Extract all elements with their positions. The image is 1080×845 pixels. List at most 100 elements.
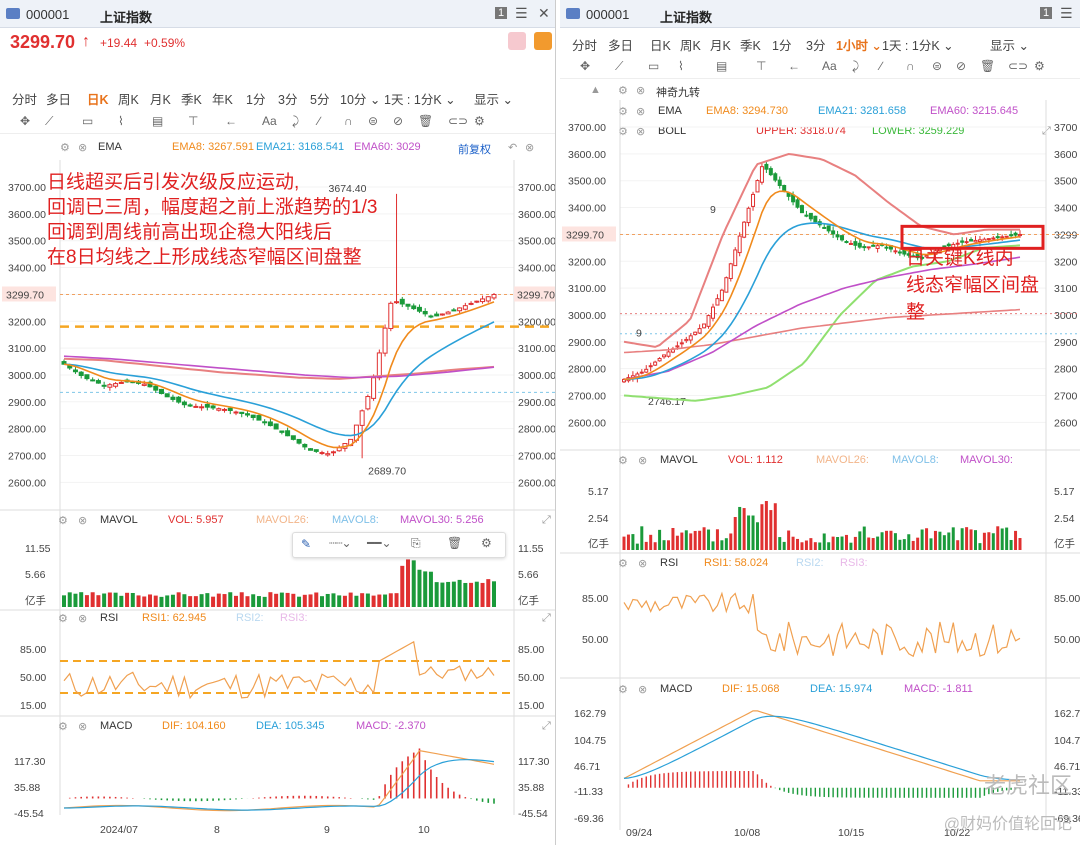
- period-tab[interactable]: 3分: [278, 93, 298, 107]
- period-tab[interactable]: 5分: [310, 93, 330, 107]
- fib-tool-icon[interactable]: ⊤: [188, 114, 199, 128]
- settings-icon[interactable]: ⚙: [618, 85, 628, 97]
- period-tab[interactable]: 日K: [650, 39, 671, 53]
- layout-badge[interactable]: 1: [1040, 7, 1053, 19]
- favorite-heart-icon[interactable]: [508, 32, 526, 50]
- period-tab[interactable]: 月K: [150, 93, 171, 107]
- pen-tool-icon[interactable]: ∕: [318, 114, 321, 128]
- period-tab[interactable]: 季K: [181, 93, 202, 107]
- rect-tool-icon[interactable]: ▭: [82, 114, 94, 128]
- period-tab[interactable]: 日K: [87, 93, 109, 107]
- close-indicator-icon[interactable]: ⊗: [636, 85, 646, 97]
- alert-bell-icon[interactable]: [534, 32, 552, 50]
- settings-icon[interactable]: ⚙: [618, 126, 628, 138]
- close-indicator-icon[interactable]: ⊗: [78, 721, 88, 733]
- settings-icon[interactable]: ⚙: [618, 558, 628, 570]
- arrow-tool-icon[interactable]: ←: [788, 59, 800, 73]
- expand-icon[interactable]: ⤢: [542, 514, 551, 526]
- text-tool-icon[interactable]: Aa: [822, 59, 837, 73]
- period-tab[interactable]: 显示 ⌄: [474, 93, 513, 107]
- wave-tool-icon[interactable]: ⌇: [678, 59, 684, 73]
- line-tool-icon[interactable]: ⟋: [615, 59, 624, 73]
- crosshair-icon[interactable]: ✥: [20, 114, 31, 128]
- line-style-icon[interactable]: ┈┈⌄: [329, 536, 351, 550]
- link-icon[interactable]: ⊂⊃: [1008, 59, 1029, 73]
- hide-icon[interactable]: ⊘: [393, 114, 404, 128]
- menu-icon[interactable]: ☰: [515, 5, 528, 21]
- undo-icon[interactable]: ↶: [508, 142, 518, 154]
- period-tab[interactable]: 年K: [212, 93, 233, 107]
- hide-icon[interactable]: ⊘: [956, 59, 967, 73]
- close-icon[interactable]: ✕: [538, 5, 550, 21]
- close-indicator-icon[interactable]: ⊗: [78, 515, 88, 527]
- period-tab[interactable]: 1天 : 1分K ⌄: [882, 39, 954, 53]
- collapse-icon[interactable]: ▲: [590, 84, 601, 96]
- settings-icon[interactable]: ⚙: [1034, 59, 1045, 73]
- period-tab[interactable]: 1小时 ⌄: [836, 39, 882, 53]
- trash-icon[interactable]: 🗑: [980, 59, 996, 73]
- symbol-code[interactable]: 000001: [26, 7, 70, 22]
- close-indicator-icon[interactable]: ⊗: [638, 684, 648, 696]
- line-width-icon[interactable]: ━━⌄: [367, 536, 392, 550]
- lock-icon[interactable]: ⎘: [411, 536, 421, 550]
- hourly-chart-svg[interactable]: 3700.00 3700 3600.00 3600 3500.00 3500 3400.00…: [560, 0, 1080, 845]
- crosshair-icon[interactable]: ✥: [580, 59, 591, 73]
- settings-icon[interactable]: ⚙: [58, 613, 68, 625]
- close-indicator-icon[interactable]: ⊗: [78, 613, 88, 625]
- settings-icon[interactable]: ⚙: [618, 684, 628, 696]
- rect-tool-icon[interactable]: ▭: [648, 59, 660, 73]
- settings-icon[interactable]: ⚙: [58, 721, 68, 733]
- arrow-tool-icon[interactable]: ←: [225, 114, 237, 128]
- line-tool-icon[interactable]: ⟋: [45, 114, 54, 128]
- settings-icon[interactable]: ⚙: [481, 536, 492, 550]
- settings-icon[interactable]: ⚙: [60, 142, 70, 154]
- eye-icon[interactable]: ⊜: [368, 114, 379, 128]
- pen-tool-icon[interactable]: ∕: [880, 59, 883, 73]
- settings-icon[interactable]: ⚙: [618, 106, 628, 118]
- period-tab[interactable]: 分时: [12, 93, 38, 107]
- trash-icon[interactable]: 🗑: [418, 114, 434, 128]
- brush-tool-icon[interactable]: ⤸: [852, 59, 860, 73]
- period-tab[interactable]: 多日: [46, 93, 72, 107]
- magnet-icon[interactable]: ∩: [906, 59, 915, 73]
- close-indicator-icon[interactable]: ⊗: [638, 558, 648, 570]
- period-tab[interactable]: 显示 ⌄: [990, 39, 1029, 53]
- adjust-mode[interactable]: 前复权: [458, 144, 491, 156]
- trash-icon[interactable]: 🗑: [447, 536, 463, 550]
- settings-icon[interactable]: ⚙: [58, 515, 68, 527]
- period-tab[interactable]: 1天 : 1分K ⌄: [384, 93, 456, 107]
- settings-icon[interactable]: ⚙: [618, 455, 628, 467]
- period-tab[interactable]: 季K: [740, 39, 761, 53]
- daily-chart-svg[interactable]: 3700.00 3700.00 3600.00 3600.00 3500.00 3500.…: [0, 0, 556, 845]
- link-icon[interactable]: ⊂⊃: [448, 114, 469, 128]
- eye-icon[interactable]: ⊜: [932, 59, 943, 73]
- layout-badge[interactable]: 1: [495, 7, 508, 19]
- wave-tool-icon[interactable]: ⌇: [118, 114, 124, 128]
- period-tab[interactable]: 分时: [572, 39, 598, 53]
- magnet-icon[interactable]: ∩: [344, 114, 353, 128]
- period-tab[interactable]: 1分: [246, 93, 266, 107]
- period-tab[interactable]: 月K: [710, 39, 731, 53]
- close-indicator-icon[interactable]: ⊗: [636, 106, 646, 118]
- pen-color-icon[interactable]: ✎: [301, 537, 312, 551]
- channel-tool-icon[interactable]: ▤: [152, 114, 164, 128]
- expand-icon[interactable]: ⤢: [542, 612, 551, 624]
- period-tab[interactable]: 周K: [118, 93, 139, 107]
- symbol-code[interactable]: 000001: [586, 7, 630, 22]
- period-tab[interactable]: 1分: [772, 39, 792, 53]
- period-tab[interactable]: 10分 ⌄: [340, 93, 381, 107]
- close-indicator-icon[interactable]: ⊗: [638, 455, 648, 467]
- expand-icon[interactable]: ⤢: [542, 720, 551, 732]
- brush-tool-icon[interactable]: ⤸: [292, 114, 300, 128]
- period-tab[interactable]: 3分: [806, 39, 826, 53]
- menu-icon[interactable]: ☰: [1060, 5, 1073, 21]
- period-tab[interactable]: 多日: [608, 39, 634, 53]
- text-tool-icon[interactable]: Aa: [262, 114, 277, 128]
- close-indicator-icon[interactable]: ⊗: [78, 142, 88, 154]
- channel-tool-icon[interactable]: ▤: [716, 59, 728, 73]
- close-icon[interactable]: ⊗: [525, 142, 535, 154]
- close-indicator-icon[interactable]: ⊗: [636, 126, 646, 138]
- period-tab[interactable]: 周K: [680, 39, 701, 53]
- fib-tool-icon[interactable]: ⊤: [756, 59, 767, 73]
- settings-icon[interactable]: ⚙: [474, 114, 485, 128]
